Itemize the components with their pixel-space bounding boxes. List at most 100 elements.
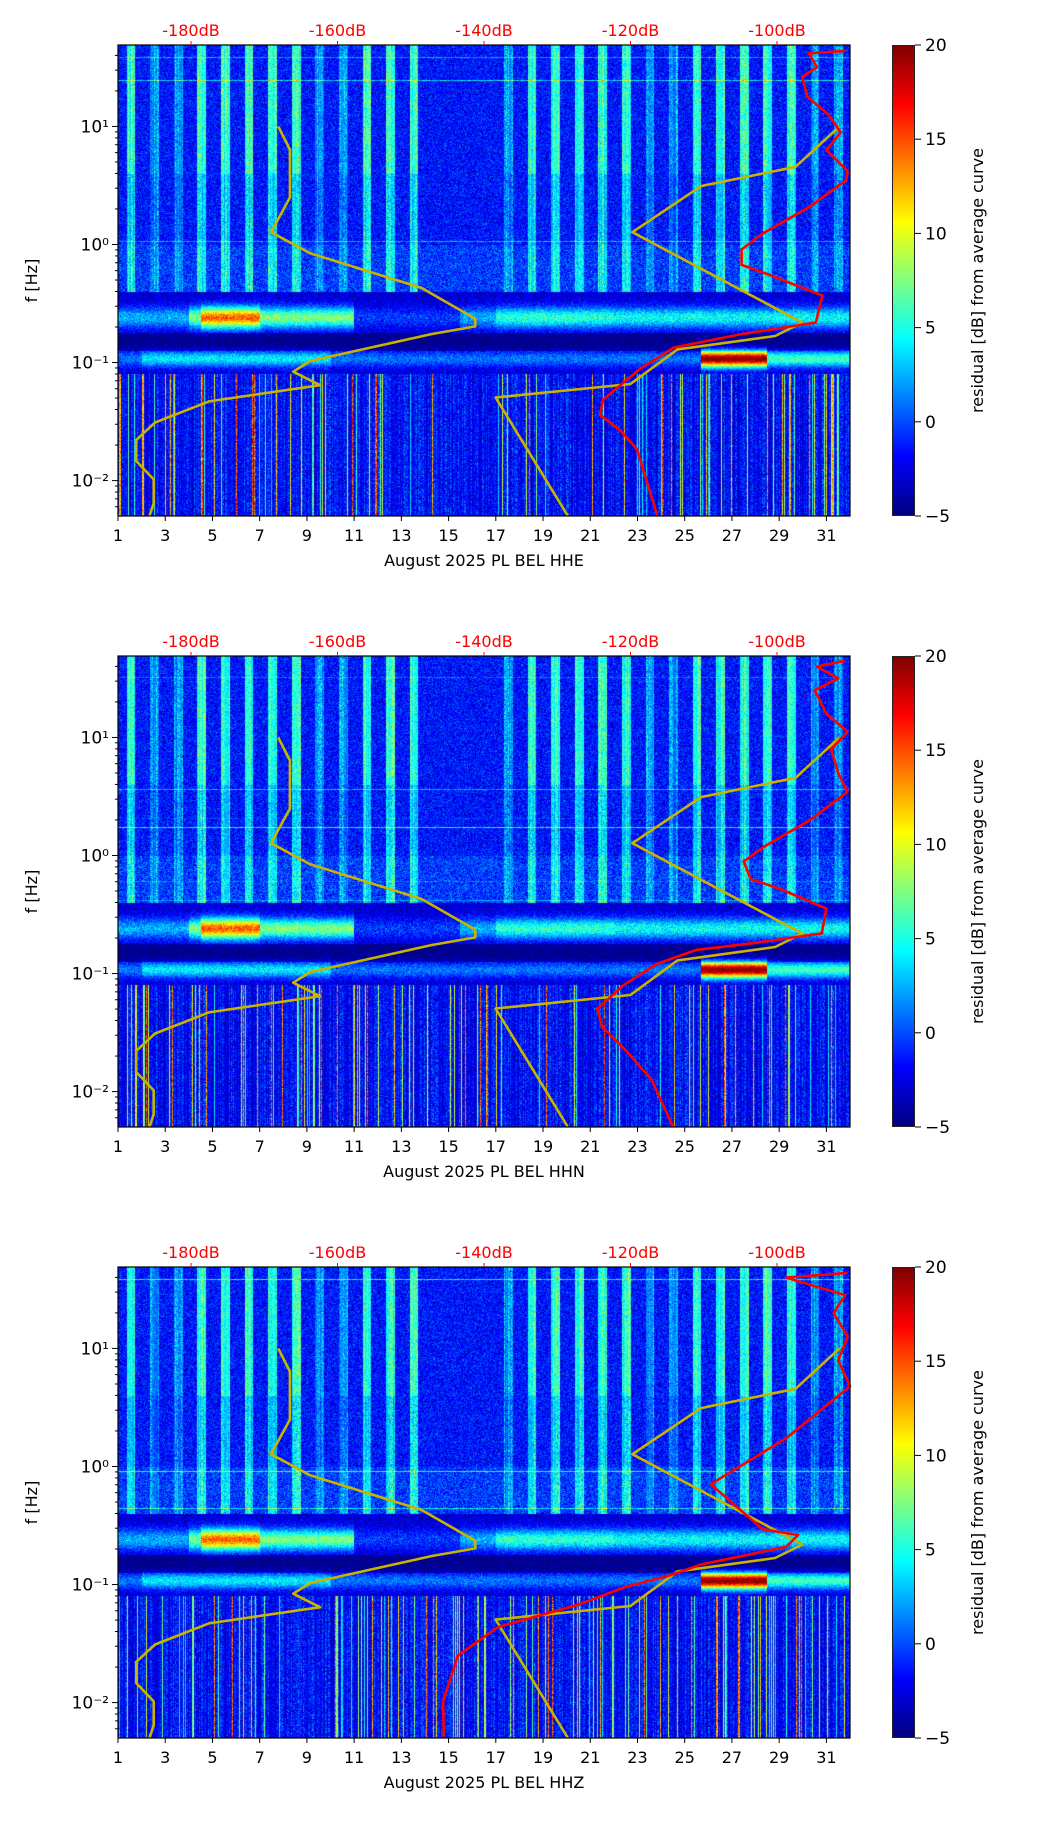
- y-tick-label: 10¹: [81, 728, 109, 748]
- x-tick-label: 25: [675, 1748, 695, 1767]
- top-axis-db-label: -120dB: [602, 21, 659, 40]
- low-noise-model-line: [134, 125, 477, 516]
- top-axis-db-label: -180dB: [162, 21, 219, 40]
- x-tick-label: 21: [580, 1748, 600, 1767]
- x-tick-label: 31: [816, 1137, 836, 1156]
- x-tick-label: 11: [344, 526, 364, 545]
- x-tick-label: 3: [160, 1137, 170, 1156]
- plot-frame: [117, 655, 851, 1128]
- x-tick-label: 29: [769, 1137, 789, 1156]
- y-tick-label: 10⁻²: [72, 472, 109, 492]
- x-axis-label: August 2025 PL BEL HHZ: [384, 1773, 585, 1792]
- colorbar-tick-label: 20: [925, 647, 947, 667]
- y-tick-label: 10⁻²: [72, 1694, 109, 1714]
- colorbar-tick-label: 0: [925, 1635, 936, 1655]
- y-axis-label: f [Hz]: [22, 259, 41, 303]
- x-tick-label: 5: [207, 1748, 217, 1767]
- high-noise-model-line: [494, 1347, 841, 1739]
- spectrogram-heatmap: [118, 1267, 850, 1738]
- colorbar-tick-label: 15: [925, 1352, 947, 1372]
- top-axis-db-label: -100dB: [748, 632, 805, 651]
- colorbar-tick-label: 5: [925, 319, 936, 339]
- plot-frame: [117, 44, 851, 517]
- top-axis-db-label: -100dB: [748, 1243, 805, 1262]
- x-tick-label: 11: [344, 1748, 364, 1767]
- colorbar-tick-label: 10: [925, 835, 947, 855]
- x-tick-label: 1: [113, 526, 123, 545]
- x-tick-label: 7: [255, 1137, 265, 1156]
- x-tick-label: 1: [113, 1748, 123, 1767]
- x-tick-label: 17: [486, 526, 506, 545]
- colorbar-label: residual [dB] from average curve: [968, 759, 987, 1024]
- colorbar-tick-label: 0: [925, 413, 936, 433]
- x-tick-label: 11: [344, 1137, 364, 1156]
- x-tick-label: 5: [207, 526, 217, 545]
- spectrogram-panel-hhz: 1 3 5 7 9 11 13 15 17 19 21 23 25 27 29 31 August 2025 P…: [0, 1222, 1052, 1822]
- x-tick-label: 15: [438, 1137, 458, 1156]
- x-tick-label: 15: [438, 526, 458, 545]
- x-tick-label: 3: [160, 1748, 170, 1767]
- colorbar-tick-label: −5: [925, 507, 950, 527]
- average-curve-line: [441, 1271, 852, 1737]
- colorbar: [892, 656, 915, 1127]
- x-tick-label: 27: [722, 1137, 742, 1156]
- x-tick-label: 15: [438, 1748, 458, 1767]
- y-tick-label: 10¹: [81, 1339, 109, 1359]
- x-tick-label: 17: [486, 1137, 506, 1156]
- average-curve-line: [595, 659, 849, 1128]
- x-tick-label: 31: [816, 1748, 836, 1767]
- x-tick-label: 23: [627, 1137, 647, 1156]
- x-tick-label: 27: [722, 526, 742, 545]
- y-tick-label: 10⁻¹: [72, 354, 109, 374]
- spectrogram-heatmap: [118, 45, 850, 516]
- y-tick-label: 10⁰: [81, 1457, 110, 1477]
- colorbar-tick-label: 15: [925, 130, 947, 150]
- high-noise-model-line: [494, 125, 841, 517]
- top-axis-db-label: -160dB: [309, 1243, 366, 1262]
- x-tick-label: 23: [627, 526, 647, 545]
- low-noise-model-line: [134, 736, 477, 1127]
- y-axis-label: f [Hz]: [22, 870, 41, 914]
- y-tick-label: 10⁻²: [72, 1083, 109, 1103]
- top-axis-db-label: -180dB: [162, 632, 219, 651]
- colorbar-tick-label: 10: [925, 1446, 947, 1466]
- y-tick-label: 10⁻¹: [72, 1576, 109, 1596]
- top-axis-db-label: -160dB: [309, 632, 366, 651]
- spectrogram-panel-hhn: 1 3 5 7 9 11 13 15 17 19 21 23 25 27 29 31 August 2025 P…: [0, 611, 1052, 1211]
- spectrogram-heatmap: [118, 656, 850, 1127]
- colorbar-tick-label: 5: [925, 930, 936, 950]
- x-tick-label: 13: [391, 1137, 411, 1156]
- spectrogram-panel-hhe: 1 3 5 7 9 11 13 15 17 19 21 23 25 27 29 31 August 2025 P…: [0, 0, 1052, 600]
- colorbar-tick-label: 15: [925, 741, 947, 761]
- average-curve-line: [598, 49, 849, 516]
- top-axis-db-label: -140dB: [455, 1243, 512, 1262]
- x-tick-label: 17: [486, 1748, 506, 1767]
- top-axis-db-label: -140dB: [455, 21, 512, 40]
- top-axis-db-label: -160dB: [309, 21, 366, 40]
- top-axis-db-label: -180dB: [162, 1243, 219, 1262]
- y-tick-label: 10⁰: [81, 846, 110, 866]
- x-tick-label: 21: [580, 1137, 600, 1156]
- top-axis-db-label: -100dB: [748, 21, 805, 40]
- x-tick-label: 5: [207, 1137, 217, 1156]
- colorbar: [892, 45, 915, 516]
- x-tick-label: 7: [255, 1748, 265, 1767]
- colorbar-tick-label: 20: [925, 1258, 947, 1278]
- x-tick-label: 13: [391, 1748, 411, 1767]
- x-tick-label: 25: [675, 1137, 695, 1156]
- x-tick-label: 27: [722, 1748, 742, 1767]
- x-tick-label: 19: [533, 526, 553, 545]
- top-axis-db-label: -120dB: [602, 1243, 659, 1262]
- colorbar-tick-label: −5: [925, 1729, 950, 1749]
- top-axis-db-label: -120dB: [602, 632, 659, 651]
- x-axis-label: August 2025 PL BEL HHE: [384, 551, 584, 570]
- colorbar-tick-label: 0: [925, 1024, 936, 1044]
- x-tick-label: 1: [113, 1137, 123, 1156]
- x-axis-label: August 2025 PL BEL HHN: [383, 1162, 585, 1181]
- colorbar-tick-label: 20: [925, 36, 947, 56]
- colorbar-tick-label: 5: [925, 1541, 936, 1561]
- x-tick-label: 25: [675, 526, 695, 545]
- y-tick-label: 10⁻¹: [72, 965, 109, 985]
